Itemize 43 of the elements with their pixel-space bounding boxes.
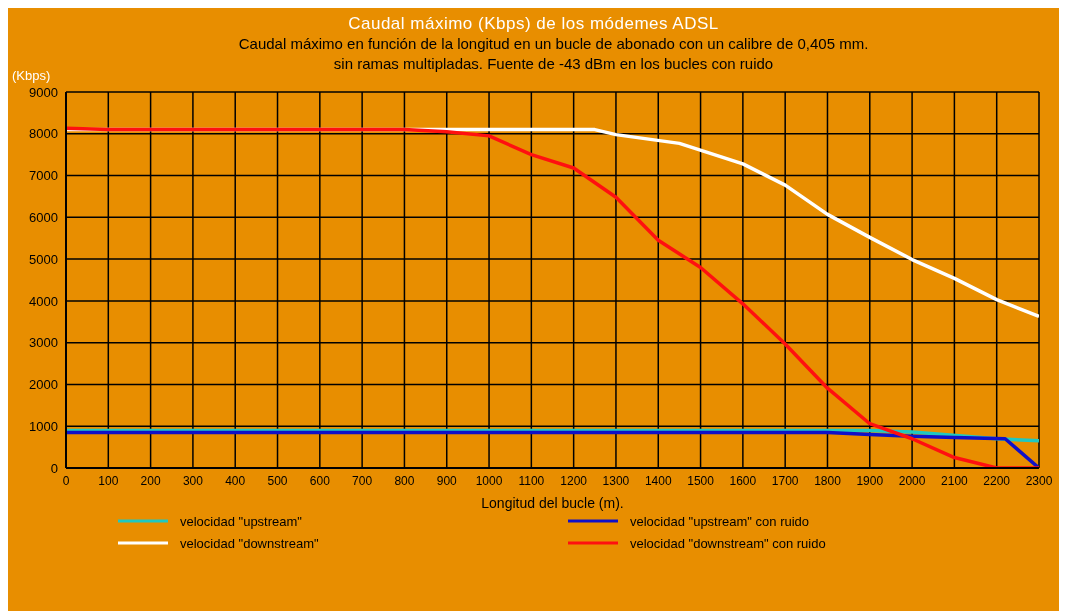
x-tick-label: 1900 — [856, 473, 884, 488]
x-tick-label: 1800 — [814, 473, 842, 488]
legend-label: velocidad "downstream" con ruido — [630, 535, 826, 551]
y-tick-label: 2000 — [29, 377, 58, 393]
x-tick-label: 1500 — [687, 473, 715, 488]
x-tick-label: 1100 — [518, 473, 545, 488]
x-tick-label: 400 — [225, 473, 246, 488]
y-tick-label: 7000 — [29, 168, 58, 184]
x-tick-label: 600 — [309, 473, 331, 488]
chart-subtitle: Caudal máximo en función de la longitud en un bucle de abonado con un calibre de 0,405 mm. sin ramas multipladas. Fuente de -43 dBm en los bucles con ruido — [237, 34, 870, 72]
x-tick-label: 0 — [62, 473, 70, 488]
legend-label: velocidad "upstream" con ruido — [630, 513, 810, 529]
x-tick-label: 2000 — [898, 473, 926, 488]
y-axis-title: (Kbps) — [12, 68, 51, 83]
line-series — [66, 428, 1039, 443]
x-tick-label: 2100 — [941, 473, 969, 488]
x-tick-label: 2200 — [983, 473, 1011, 488]
y-tick-label: 1000 — [29, 418, 58, 434]
y-tick-label: 4000 — [29, 293, 58, 309]
legend-label: velocidad "downstream" — [180, 535, 319, 551]
x-tick-label: 900 — [436, 473, 458, 488]
x-tick-label: 2300 — [1025, 473, 1053, 488]
y-tick-label: 8000 — [29, 126, 58, 142]
y-tick-label: 6000 — [29, 209, 58, 225]
x-tick-label: 800 — [394, 473, 415, 488]
x-tick-label: 200 — [140, 473, 161, 488]
x-tick-label: 1400 — [644, 473, 672, 488]
x-tick-label: 700 — [352, 473, 373, 488]
x-tick-label: 1000 — [475, 473, 503, 488]
x-tick-label: 300 — [182, 473, 204, 488]
x-tick-label: 500 — [267, 473, 288, 488]
y-tick-label: 5000 — [29, 251, 58, 267]
x-tick-label: 1600 — [729, 473, 757, 488]
legend-label: velocidad "upstream" — [180, 513, 302, 529]
x-tick-label: 1700 — [771, 473, 799, 488]
x-tick-label: 1200 — [560, 473, 588, 488]
chart-title: Caudal máximo (Kbps) de los módemes ADSL — [347, 13, 720, 34]
y-tick-label: 9000 — [29, 84, 58, 100]
x-tick-label: 100 — [98, 473, 119, 488]
y-tick-label: 3000 — [29, 335, 58, 351]
x-axis-title: Longitud del bucle (m). — [481, 495, 624, 511]
y-tick-label: 0 — [50, 460, 58, 476]
x-tick-label: 1300 — [602, 473, 630, 488]
